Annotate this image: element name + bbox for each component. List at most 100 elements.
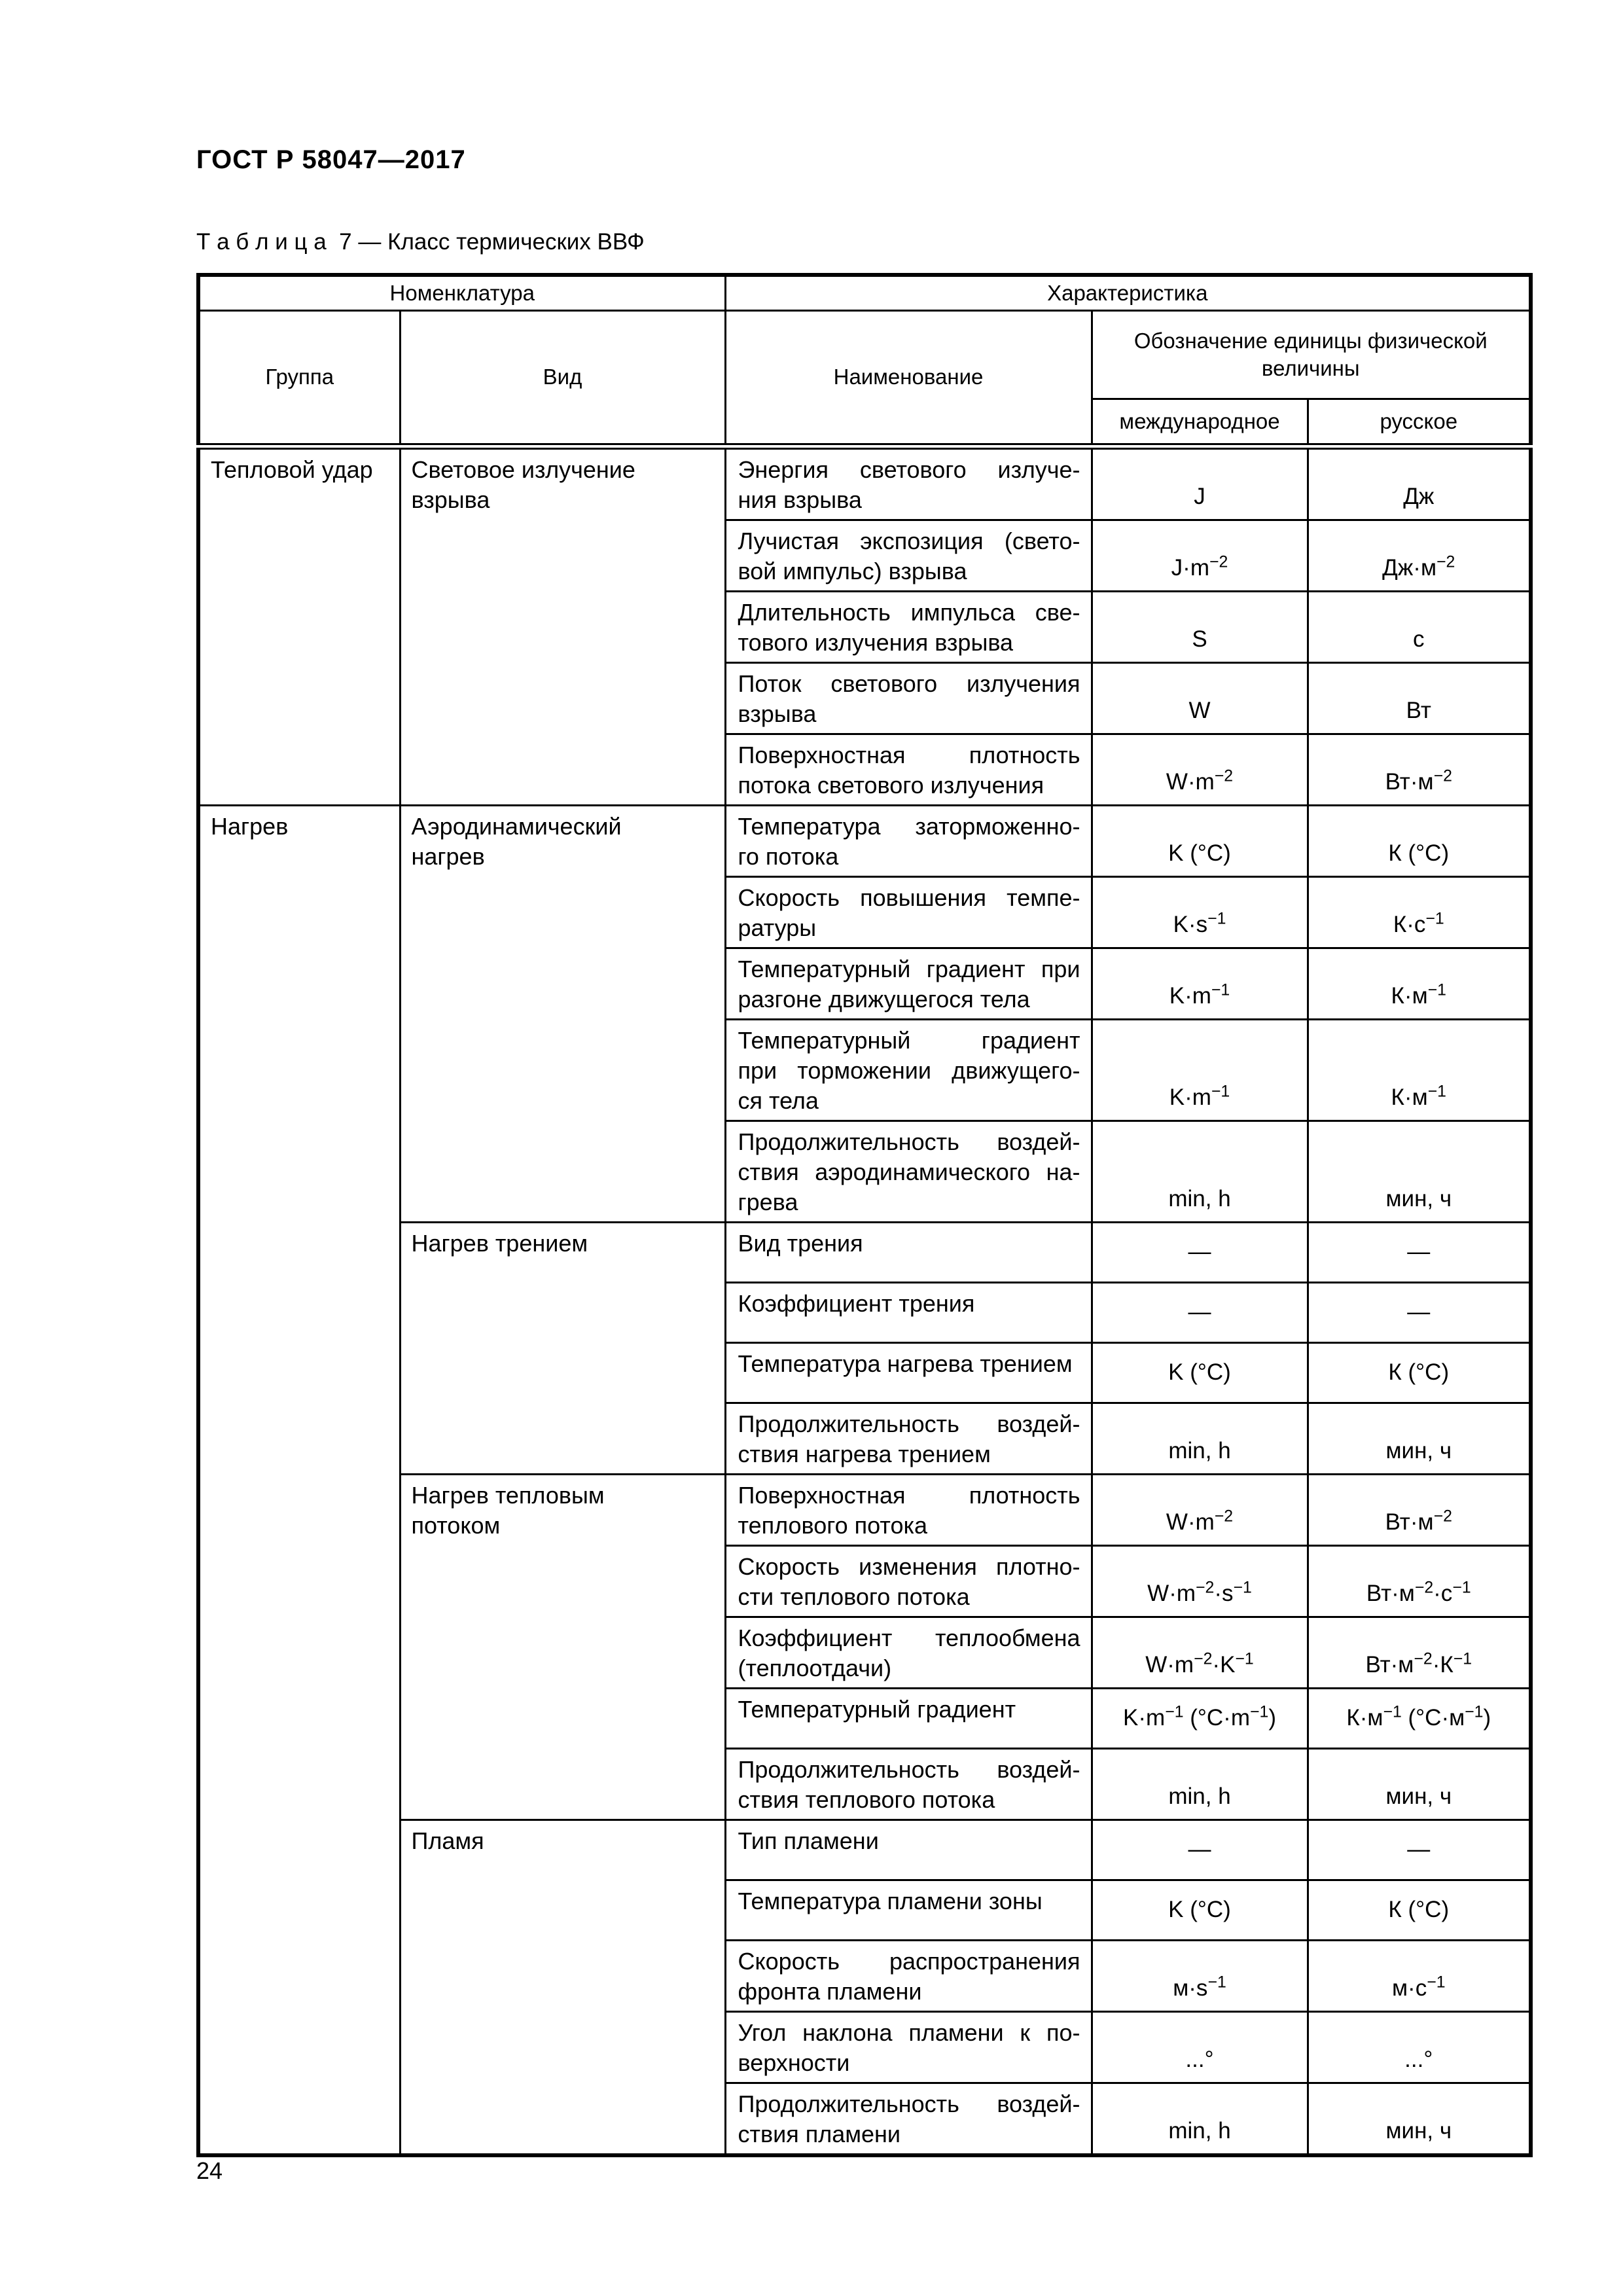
unit-rus-cell: К·м−1 [1306,946,1532,1020]
name-cell: Коэффициент трения [724,1281,1093,1344]
col-header-name: Наименование [724,310,1093,447]
name-cell: Поверхностная плотность теплового потока [724,1473,1093,1547]
page-number: 24 [196,2157,223,2184]
unit-rus-cell: Вт [1306,661,1532,735]
unit-intl-cell: J [1090,442,1309,521]
group-cell: Тепловой удар [197,442,401,806]
name-cell: Продолжительность воздей-ствия аэродинам… [724,1119,1093,1223]
unit-rus-cell: Вт·м−2·К−1 [1306,1615,1532,1689]
table-row: Поток светового излучения взрыва W Вт [198,661,1532,735]
kind-cell: Нагрев трением [399,1221,726,1475]
kind-cell: Световое излучение взрыва [399,442,726,806]
name-cell: Температурный градиент при разгоне движущ… [724,946,1093,1020]
unit-intl-cell: min, h [1090,1119,1309,1223]
group-cell: Нагрев [197,804,401,2156]
table-row: Скорость распространения фронта пламени м·… [198,1939,1532,2013]
unit-rus-cell: — [1306,1281,1532,1344]
unit-intl-cell: K·s−1 [1090,875,1309,949]
name-cell: Температура нагрева трением [724,1341,1093,1404]
name-cell: Лучистая экспозиция (свето-вой импульс) … [724,518,1093,592]
unit-rus-cell: К (°С) [1306,1878,1532,1941]
name-cell: Продолжительность воздей-ствия нагрева т… [724,1401,1093,1475]
name-cell: Коэффициент теплообмена (теплоотдачи) [724,1615,1093,1689]
name-cell: Температура заторможенно-го потока [724,804,1093,878]
table-row: Угол наклона пламени к по-верхности ...°.… [198,2010,1532,2084]
table-row: Коэффициент теплообмена (теплоотдачи) W·m−… [198,1615,1532,1689]
unit-rus-cell: мин, ч [1306,2081,1532,2156]
unit-intl-cell: S [1090,590,1309,664]
unit-intl-cell: K (°C) [1090,1878,1309,1941]
col-header-kind: Вид [399,310,726,447]
unit-intl-cell: W [1090,661,1309,735]
unit-rus-cell: Дж·м−2 [1306,518,1532,592]
name-cell: Скорость повышения темпе-ратуры [724,875,1093,949]
unit-intl-cell: J·m−2 [1090,518,1309,592]
table-row: Скорость изменения плотно-сти теплового … [198,1544,1532,1618]
table-row: Продолжительность воздей-ствия теплового… [198,1747,1532,1821]
table-row: Нагрев Аэродинамический нагрев Температура … [197,804,1532,2156]
table-row: Продолжительность воздей-ствия нагрева т… [198,1401,1532,1475]
table-row: Нагрев трением Вид трения — — [198,1221,1532,1475]
unit-rus-cell: мин, ч [1306,1747,1532,1821]
table-row: Продолжительность воздей-ствия пламени mi… [198,2081,1532,2156]
name-cell: Температура пламени зоны [724,1878,1093,1941]
table-body: Тепловой удар Световое излучение взрыва Эне… [197,442,1532,2156]
unit-intl-cell: K (°C) [1090,804,1309,878]
unit-intl-cell: K (°C) [1090,1341,1309,1404]
table-row: Длительность импульса све-тового излучен… [198,590,1532,664]
table-row: Температурный градиент K·m−1 (°C·m−1) К·м−… [198,1687,1532,1749]
unit-intl-cell: min, h [1090,1747,1309,1821]
unit-intl-cell: W·m−2 [1090,1473,1309,1547]
name-cell: Длительность импульса све-тового излучен… [724,590,1093,664]
unit-intl-cell: W·m−2·K−1 [1090,1615,1309,1689]
name-cell: Скорость изменения плотно-сти теплового … [724,1544,1093,1618]
unit-rus-cell: Дж [1306,442,1532,521]
col-header-nomenclature: Номенклатура [197,274,726,312]
unit-rus-cell: Вт·м−2·с−1 [1306,1544,1532,1618]
table-row: Нагрев тепловым потоком Поверхностная плот… [198,1473,1532,1821]
name-cell: Скорость распространения фронта пламени [724,1939,1093,2013]
table-row: Продолжительность воздей-ствия аэродинам… [198,1119,1532,1223]
name-cell: Температурный градиент при торможении дви… [724,1018,1093,1122]
header-row-middle: Группа Вид Наименование Обозначение един… [197,310,1532,447]
unit-rus-cell: К·с−1 [1306,875,1532,949]
name-cell: Продолжительность воздей-ствия теплового… [724,1747,1093,1821]
kind-cell: Пламя [399,1818,726,2156]
name-cell: Продолжительность воздей-ствия пламени [724,2081,1093,2156]
col-header-russian: русское [1306,398,1532,447]
doc-number: ГОСТ Р 58047—2017 [196,145,466,174]
name-cell: Тип пламени [724,1818,1093,1881]
name-cell: Поток светового излучения взрыва [724,661,1093,735]
unit-intl-cell: — [1090,1221,1309,1283]
unit-rus-cell: м·с−1 [1306,1939,1532,2013]
kind-cell: Аэродинамический нагрев [399,804,726,1223]
unit-rus-cell: К (°С) [1306,804,1532,878]
col-header-unit-designation: Обозначение единицы физической величины [1090,310,1532,400]
unit-rus-cell: с [1306,590,1532,664]
unit-intl-cell: — [1090,1818,1309,1881]
table-caption: Т а б л и ц а 7 — Класс термических ВВФ [196,229,645,255]
unit-intl-cell: K·m−1 [1090,1018,1309,1122]
unit-rus-cell: К (°С) [1306,1341,1532,1404]
table-row: Коэффициент трения — — [198,1281,1532,1344]
unit-rus-cell: мин, ч [1306,1119,1532,1223]
col-header-group: Группа [197,310,401,447]
unit-rus-cell: мин, ч [1306,1401,1532,1475]
name-cell: Энергия светового излуче-ния взрыва [724,442,1093,521]
name-cell: Температурный градиент [724,1687,1093,1749]
unit-intl-cell: K·m−1 [1090,946,1309,1020]
name-cell: Вид трения [724,1221,1093,1283]
col-header-characteristic: Характеристика [724,274,1532,312]
header-row-bottom: международное русское [198,398,1532,447]
unit-intl-cell: W·m−2 [1090,732,1309,806]
table-header: Номенклатура Характеристика Группа Вид Н… [197,274,1532,447]
table-row: Скорость повышения темпе-ратуры K·s−1 К·с−… [198,875,1532,949]
name-cell: Угол наклона пламени к по-верхности [724,2010,1093,2084]
table-row: Тепловой удар Световое излучение взрыва Эне… [197,442,1532,806]
unit-intl-cell: м·s−1 [1090,1939,1309,2013]
unit-intl-cell: min, h [1090,2081,1309,2156]
header-row-top: Номенклатура Характеристика [197,274,1532,312]
thermal-factors-table: Номенклатура Характеристика Группа Вид Н… [196,273,1533,2157]
unit-intl-cell: W·m−2·s−1 [1090,1544,1309,1618]
